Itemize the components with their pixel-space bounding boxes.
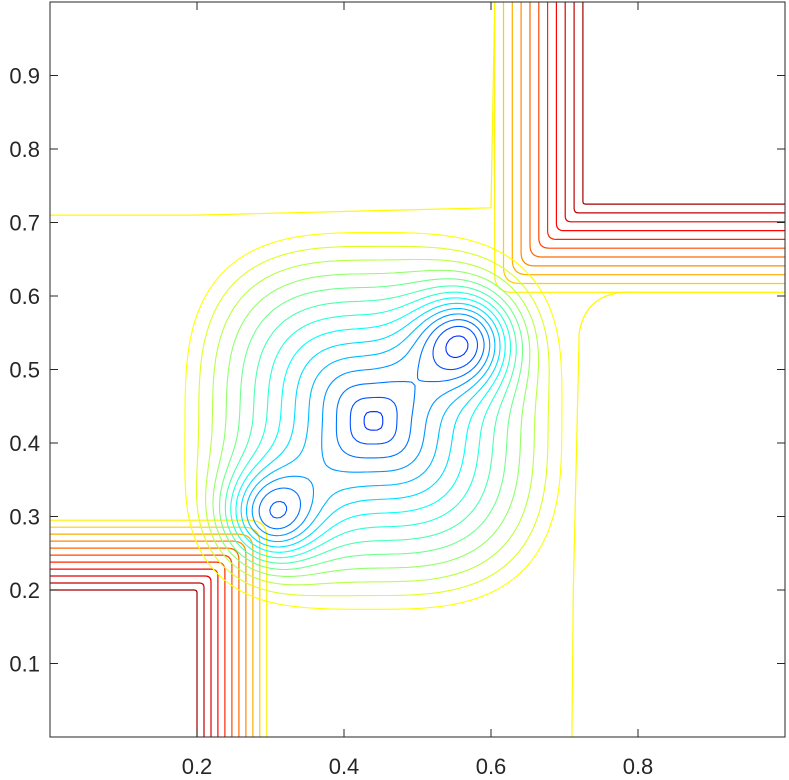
contour-line-corner-ur (547, 2, 785, 240)
contour-line-corner-ll (50, 554, 233, 737)
contour-line-corner-ur (502, 2, 785, 285)
contour-lines (50, 2, 785, 737)
y-tick-label: 0.4 (9, 431, 40, 456)
contour-line-bowl (212, 269, 531, 577)
y-tick-label: 0.6 (9, 284, 40, 309)
contour-line-corner-ll (50, 533, 254, 737)
contour-line-corner-ur (573, 2, 785, 214)
x-tick-label: 0.4 (329, 754, 360, 779)
contour-line-corner-ll (50, 519, 268, 737)
contour-line-bowl (245, 308, 496, 543)
y-tick-label: 0.3 (9, 505, 40, 530)
contour-line-corner-ll (50, 568, 219, 737)
contour-line-boundary (571, 291, 785, 737)
contour-line-bowl (184, 232, 563, 610)
contour-line-corner-ll (50, 589, 198, 737)
contour-line-bowl (269, 325, 479, 519)
contour-line-corner-ur (538, 2, 785, 249)
contour-line-bowl (251, 313, 491, 537)
contour-line-corner-ur (520, 2, 785, 267)
contour-line-bowl (195, 245, 550, 597)
x-axis-ticks: 0.2 0.4 0.6 0.8 (182, 2, 654, 779)
contour-line-corner-ur (564, 2, 785, 223)
contour-line-corner-ll (50, 582, 205, 737)
y-axis-ticks: 0.1 0.2 0.3 0.4 0.5 0.6 0.7 0.8 0.9 (9, 64, 785, 677)
contour-line-corner-ll (50, 561, 226, 737)
y-tick-label: 0.8 (9, 137, 40, 162)
contour-line-corner-ll (50, 540, 247, 737)
y-tick-label: 0.5 (9, 358, 40, 383)
contour-line-bowl (235, 297, 506, 553)
contour-line-corner-ll (50, 526, 261, 737)
contour-line-corner-ur (582, 2, 785, 205)
y-tick-label: 0.9 (9, 64, 40, 89)
contour-line-bowl (258, 319, 485, 530)
contour-line-bowl (230, 291, 512, 559)
x-tick-label: 0.8 (623, 754, 654, 779)
contour-line-bowl (218, 278, 524, 571)
contour-line-corner-ur (529, 2, 785, 258)
contour-line-bowl (224, 285, 517, 564)
x-tick-label: 0.6 (476, 754, 507, 779)
y-tick-label: 0.2 (9, 578, 40, 603)
contour-line-boundary (50, 2, 496, 216)
contour-line-bowl (240, 302, 501, 548)
y-tick-label: 0.1 (9, 652, 40, 677)
contour-line-corner-ll (50, 575, 212, 737)
contour-line-corner-ur (555, 2, 785, 232)
contour-line-bowl (363, 335, 469, 431)
contour-line-bowl (205, 258, 540, 586)
x-tick-label: 0.2 (182, 754, 213, 779)
y-tick-label: 0.7 (9, 211, 40, 236)
